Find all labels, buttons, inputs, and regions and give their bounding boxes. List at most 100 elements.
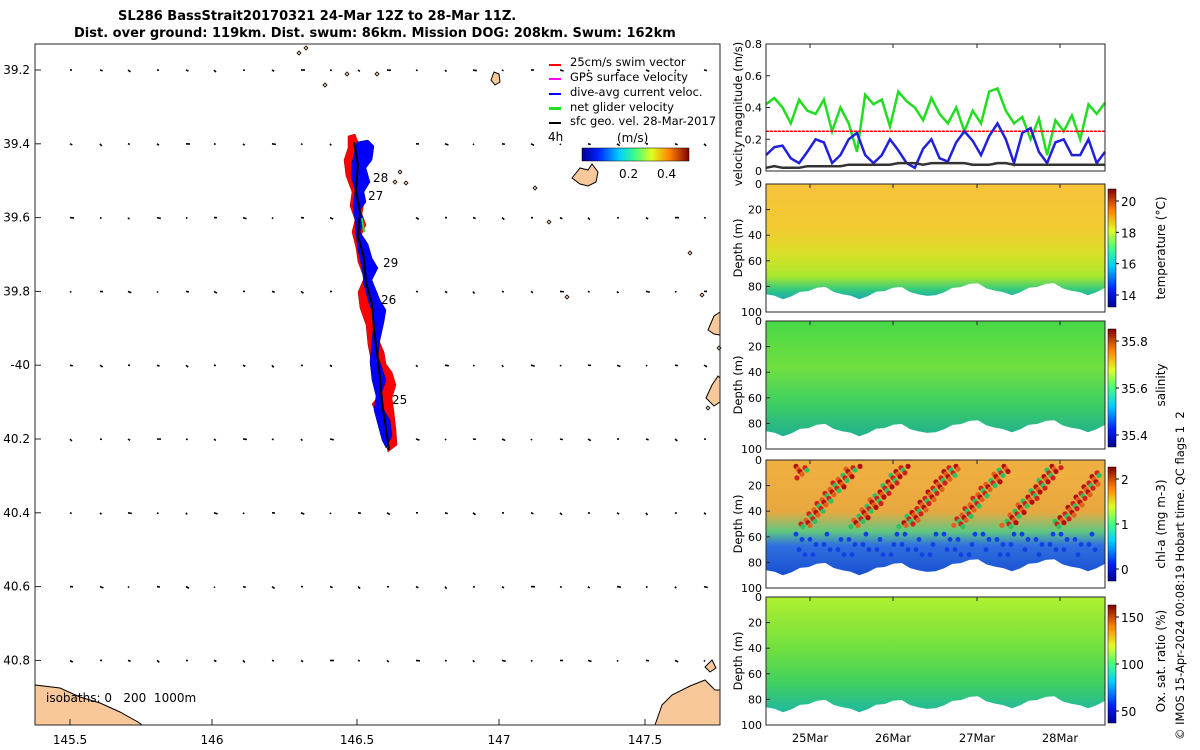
map-legend: 25cm/s swim vector GPS surface velocity … [549,55,716,128]
chl-sample-dot [930,542,936,547]
velocity-arrow [271,143,276,146]
chl-sample-dot [1033,537,1039,542]
colorbar [1107,188,1117,308]
time-tick-label: 27Mar [959,731,996,745]
day-labels: 28 27 29 26 25 [368,171,407,407]
velocity-arrow [559,438,563,441]
velocity-arrow [645,364,648,367]
chl-sample-dot [942,480,948,486]
chl-sample-dot [903,522,909,528]
chl-sample-dot [992,483,998,489]
map-axes-box [34,43,721,726]
velocity-arrow [69,512,72,515]
chl-sample-dot [860,542,866,547]
legend-swatch-black [549,122,561,124]
colorbar-tick-label: 35.6 [1121,382,1148,396]
chl-sample-dot [1058,465,1064,471]
chl-sample-dot [1066,516,1072,522]
velocity-arrow [185,290,190,293]
velocity-arrow [127,290,132,294]
chl-sample-dot [802,552,808,558]
chl-sample-dot [1071,512,1077,518]
velocity-arrow [69,659,74,663]
velocity-arrow [271,585,276,590]
chl-sample-dot [968,513,974,519]
velocity-arrow [242,364,246,368]
velocity-arrow [99,69,103,72]
chl-sample-dot [910,521,916,527]
depth-tick-label: 80 [748,280,762,293]
velocity-arrow [156,364,160,367]
islet [705,405,711,411]
map-x-tick-label: 145.5 [53,733,87,747]
chl-sample-dot [886,490,892,496]
chl-sample-dot [919,552,925,558]
depth-tick-label: 40 [748,366,762,379]
section-panel: 0 20 40 60 80 100 Depth (m) 35.8 35.6 35.4 salinit… [731,315,1168,456]
chl-sample-dot [812,518,818,525]
depth-tick-label: 100 [741,719,762,732]
chl-sample-dot [852,542,858,547]
chl-sample-dot [1074,506,1080,512]
chl-sample-dot [880,552,886,558]
islet [403,180,409,186]
velocity-arrow [444,290,448,294]
chl-sample-dot [983,547,989,552]
depth-tick-label: 0 [755,178,762,191]
velocity-arrow [501,364,504,368]
day-label: 25 [392,393,407,407]
velocity-arrow [703,143,707,147]
depth-tick-label: 20 [748,617,762,630]
chl-sample-dot [951,522,957,528]
velocity-arrow [127,438,131,441]
chl-sample-dot [794,475,800,481]
map-y-tick-label: 40.4 [3,506,30,520]
velocity-arrow [472,290,476,295]
section-field [766,597,1105,713]
velocity-series-line [765,161,1105,170]
velocity-arrow [616,512,620,515]
chl-sample-dot [831,492,837,498]
chl-sample-dot [1036,552,1042,558]
chl-sample-dot [976,503,982,509]
velocity-arrow [559,585,562,588]
velocity-arrow [472,512,476,516]
islet [532,185,538,191]
depth-tick-label: 20 [748,341,762,354]
chl-sample-dot [844,477,850,484]
day-label: 26 [381,293,396,307]
chl-sample-dot [881,494,887,500]
chl-sample-dot [1086,542,1092,547]
chl-sample-dot [821,542,827,547]
title-line-1: SL286 BassStrait20170321 24-Mar 12Z to 2… [118,9,517,24]
chl-sample-dot [865,515,871,521]
chl-sample-dot [1050,475,1056,481]
velocity-arrow [674,512,678,515]
velocity-arrow [127,217,130,220]
chl-sample-dot [955,466,961,472]
depth-tick-label: 40 [748,505,762,518]
chl-sample-dot [824,531,830,537]
colorbar-tick-label: 16 [1121,258,1136,272]
colorbar-tick-label: 50 [1121,705,1136,719]
section-panel: 0 20 40 60 80 100 Depth (m) 2 1 0 chl-a (mg m-3) [731,454,1168,595]
chl-sample-dot [947,537,953,542]
chl-sample-dot [1037,489,1043,495]
colorbar-tick-label: 20 [1121,195,1136,209]
velocity-arrow [69,438,73,442]
chl-sample-dot [933,531,939,537]
chl-sample-dot [918,511,924,517]
velocity-arrow [185,585,190,589]
velocity-panel: 0 0.2 0.4 0.6 0.8 velocity magnitude (m/s) [731,38,1107,186]
chl-sample-dot [894,480,900,486]
chl-sample-dot [905,547,911,552]
velocity-arrow [703,364,708,368]
legend-entry: GPS surface velocity [570,70,688,84]
chl-sample-dot [1000,542,1006,547]
chl-sample-dot [899,542,905,547]
chl-sample-dot [855,522,861,528]
chl-sample-dot [947,476,953,482]
chl-sample-dot [868,508,874,514]
legend-swatch-blue [549,93,561,95]
chl-sample-dot [878,500,884,507]
